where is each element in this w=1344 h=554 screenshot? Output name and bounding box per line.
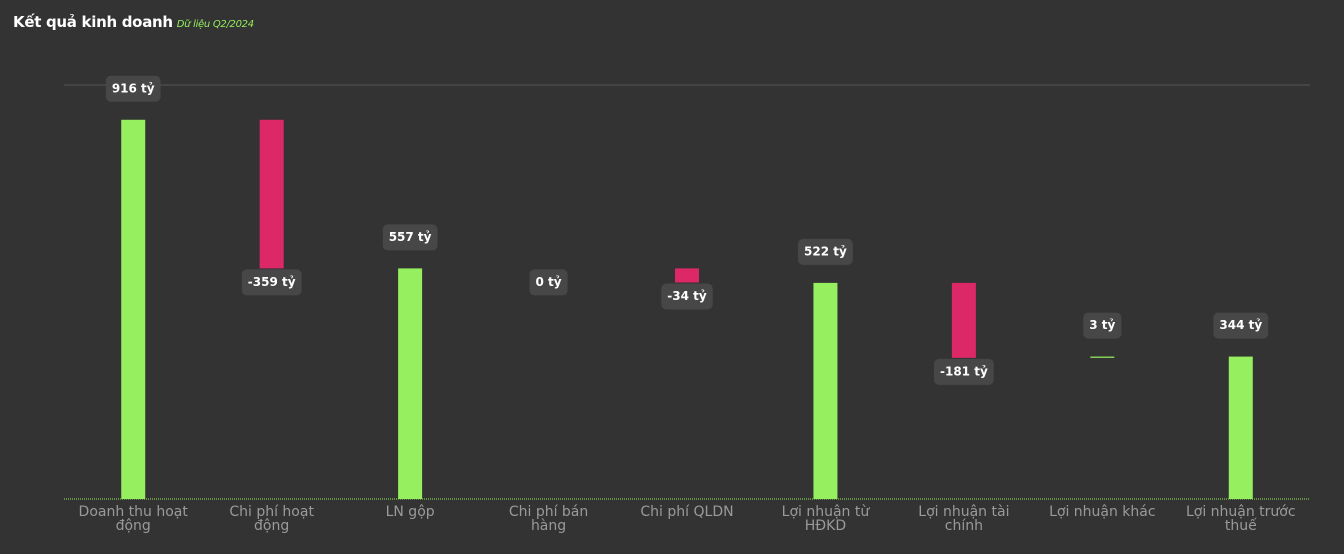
- value-label-box: [1083, 312, 1122, 339]
- value-label: 916 tỷ: [105, 75, 161, 102]
- value-label-text: 3 tỷ: [1089, 318, 1115, 332]
- x-tick-label: Chi phí QLDN: [640, 504, 734, 520]
- chart-title: Kết quả kinh doanh Dữ liệu Q2/2024: [13, 13, 254, 31]
- x-tick-label: Lợi nhuận tài chính: [918, 504, 1010, 534]
- bar: [951, 282, 976, 358]
- x-tick-label: Lợi nhuận từ HĐKD: [781, 504, 870, 534]
- x-tick-label: Doanh thu hoạt động: [78, 504, 188, 534]
- value-label-box: [1213, 312, 1269, 339]
- value-label-box: [798, 238, 853, 265]
- bar: [398, 268, 423, 499]
- x-tick-label: Lợi nhuận khác: [1049, 504, 1156, 520]
- x-tick-label: LN gộp: [385, 504, 435, 520]
- bar: [259, 119, 284, 269]
- x-tick-label: Chi phí hoạt động: [229, 504, 314, 534]
- value-label-text: -359 tỷ: [248, 275, 296, 289]
- value-label: -181 tỷ: [934, 358, 994, 385]
- value-label: 0 tỷ: [529, 269, 568, 296]
- bar: [1228, 356, 1253, 499]
- bar: [813, 282, 838, 499]
- value-label-text: 916 tỷ: [112, 81, 155, 95]
- value-label-box: [241, 269, 302, 296]
- bar: [121, 119, 146, 499]
- value-label-text: -34 tỷ: [667, 289, 707, 303]
- value-label-text: 0 tỷ: [536, 275, 562, 289]
- chart-subtitle: Dữ liệu Q2/2024: [176, 19, 254, 30]
- value-label-box: [934, 358, 994, 385]
- value-label: 557 tỷ: [382, 224, 438, 251]
- value-label-text: 522 tỷ: [804, 244, 847, 258]
- value-label-text: 557 tỷ: [389, 230, 432, 244]
- x-tick-label: Chi phí bán hàng: [508, 504, 589, 534]
- value-label-box: [382, 224, 438, 251]
- value-label: 522 tỷ: [798, 238, 853, 265]
- value-label-text: 344 tỷ: [1219, 318, 1262, 332]
- value-label-text: -181 tỷ: [940, 364, 988, 378]
- bar: [1090, 356, 1115, 358]
- title-text: Kết quả kinh doanh: [13, 13, 173, 31]
- value-label: -359 tỷ: [241, 269, 302, 296]
- value-label: 3 tỷ: [1083, 312, 1122, 339]
- value-label-box: [661, 283, 713, 310]
- value-label-box: [105, 75, 161, 102]
- value-label-box: [529, 269, 568, 296]
- value-label: 344 tỷ: [1213, 312, 1269, 339]
- x-tick-label: Lợi nhuận trước thuế: [1185, 504, 1296, 534]
- value-label: -34 tỷ: [661, 283, 713, 310]
- bar: [675, 268, 699, 283]
